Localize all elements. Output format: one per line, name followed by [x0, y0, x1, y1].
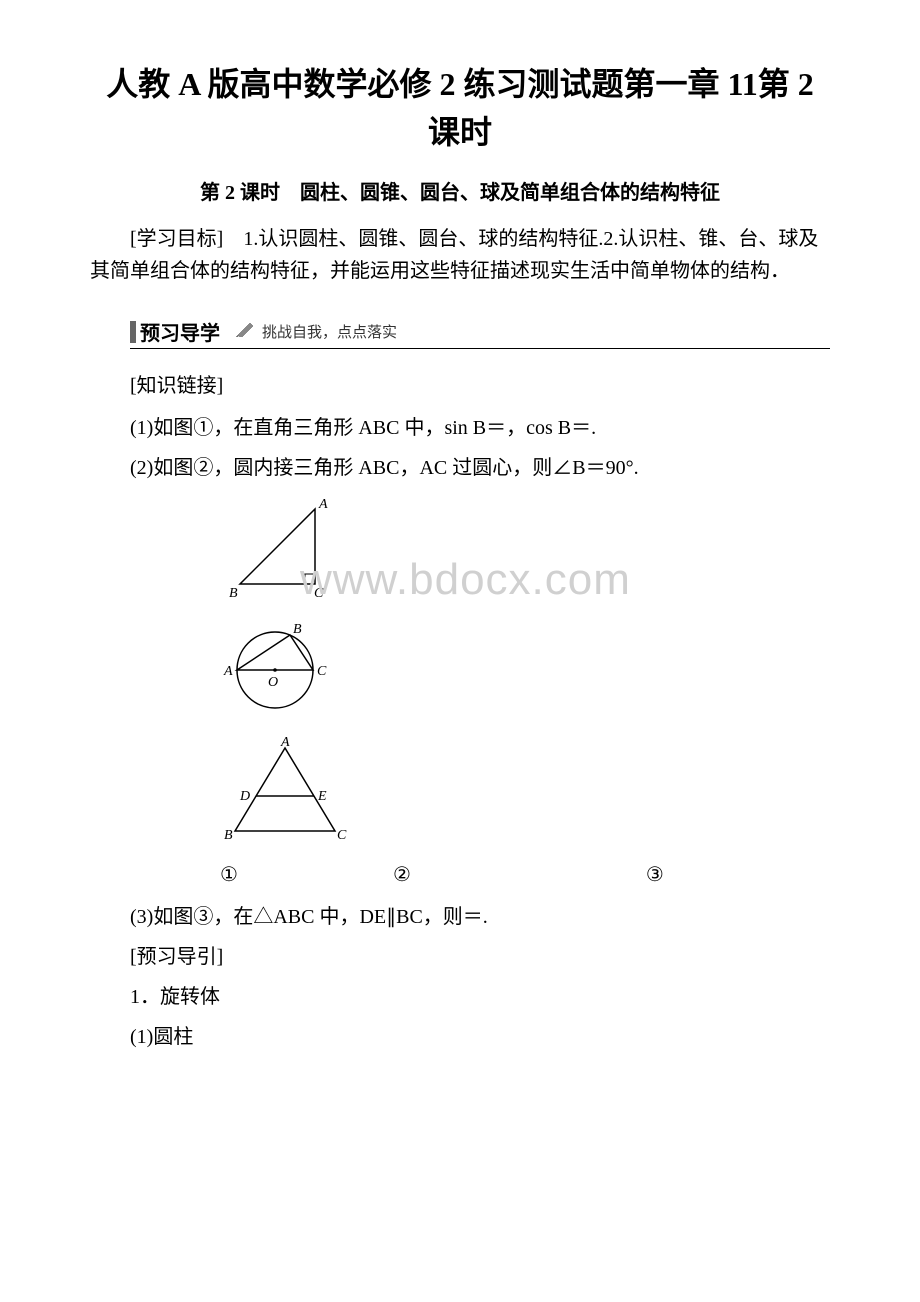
item-2: (2)如图②，圆内接三角形 ABC，AC 过圆心，则∠B＝90°. — [90, 452, 830, 484]
learning-objective: [学习目标] 1.认识圆柱、圆锥、圆台、球的结构特征.2.认识柱、锥、台、球及其… — [90, 223, 830, 287]
preview-heading: [预习导引] — [90, 941, 830, 973]
section-sub-label: 挑战自我，点点落实 — [262, 321, 397, 342]
label-B: B — [293, 622, 302, 637]
figure-number-labels: ① ② ③ — [220, 862, 830, 887]
section-main-label: 预习导学 — [140, 317, 220, 346]
point-1: 1．旋转体 — [90, 981, 830, 1013]
lesson-subtitle: 第 2 课时 圆柱、圆锥、圆台、球及简单组合体的结构特征 — [90, 176, 830, 205]
section-header: 预习导学 挑战自我，点点落实 — [130, 317, 830, 349]
pencil-icon — [236, 321, 256, 342]
label-A: A — [280, 736, 290, 750]
label-C: C — [314, 586, 324, 601]
fig-label-3: ③ — [646, 862, 664, 887]
label-D: D — [239, 789, 250, 804]
fig-label-1: ① — [220, 862, 238, 887]
label-C: C — [337, 828, 347, 843]
label-A: A — [318, 497, 328, 512]
label-A: A — [223, 664, 233, 679]
label-B: B — [224, 828, 233, 843]
page-title: 人教 A 版高中数学必修 2 练习测试题第一章 11第 2 课时 — [90, 60, 830, 156]
point-1-sub: (1)圆柱 — [90, 1021, 830, 1053]
item-3: (3)如图③，在△ABC 中，DE∥BC，则＝. — [90, 901, 830, 933]
label-O: O — [268, 675, 278, 690]
figures-container: A B C A B C O A B C D E — [220, 494, 830, 846]
label-B: B — [229, 586, 238, 601]
item-1: (1)如图①，在直角三角形 ABC 中，sin B＝，cos B＝. — [90, 412, 830, 444]
label-E: E — [317, 789, 327, 804]
fig-label-2: ② — [393, 862, 411, 887]
figure-3-triangle-midsegment: A B C D E — [220, 736, 360, 846]
header-bar-icon — [130, 321, 136, 343]
figure-2-circle-triangle: A B C O — [220, 620, 340, 720]
figure-1-right-triangle: A B C — [220, 494, 340, 604]
knowledge-link-heading: [知识链接] — [90, 369, 830, 398]
label-C: C — [317, 664, 327, 679]
